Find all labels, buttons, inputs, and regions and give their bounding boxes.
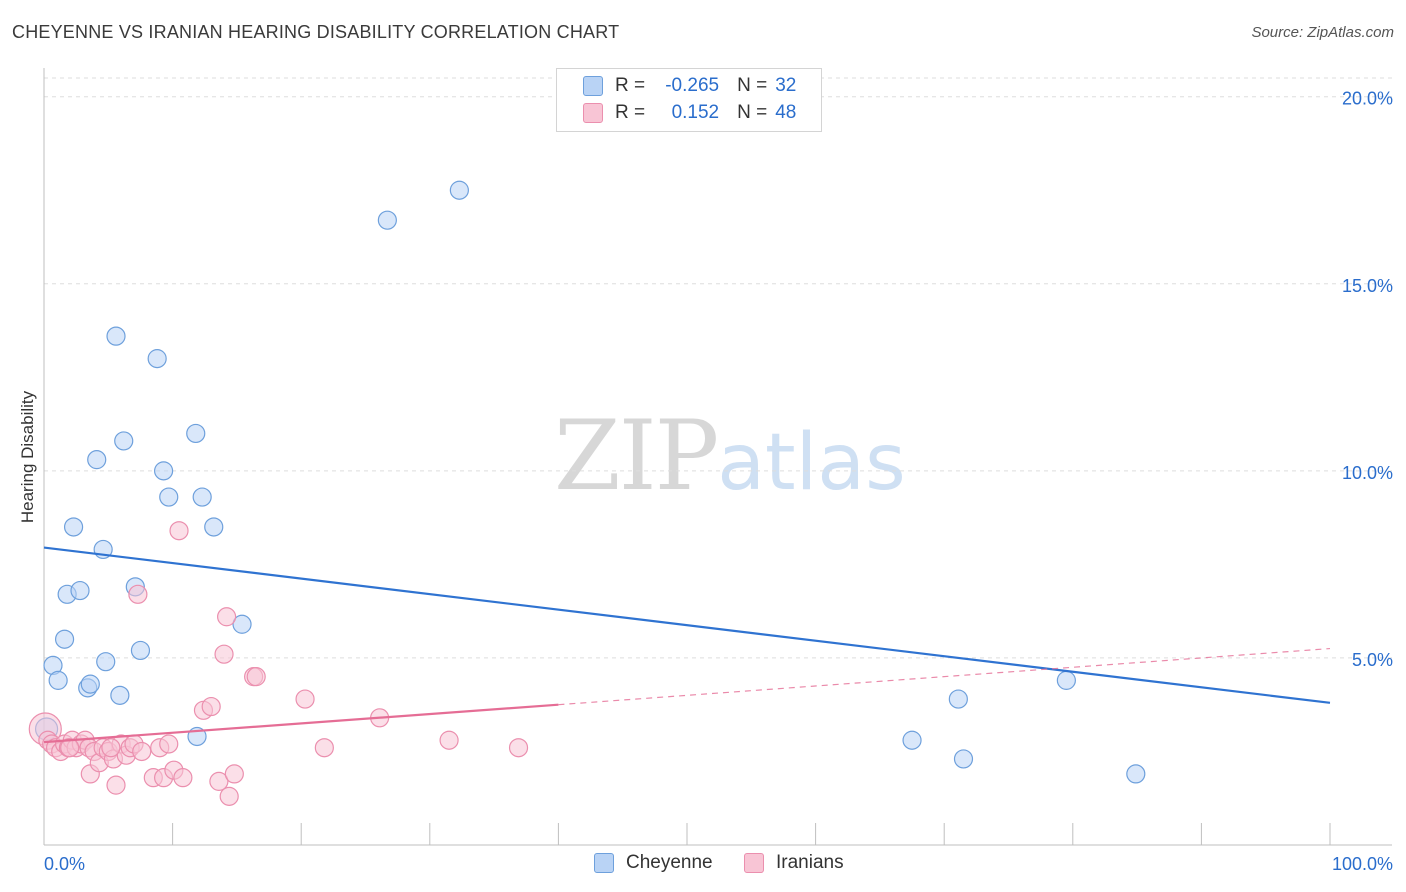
legend-item-cheyenne[interactable]: Cheyenne (594, 852, 713, 874)
n-value: 32 (775, 75, 797, 96)
cheyenne-point (204, 517, 224, 537)
cheyenne-point (54, 629, 75, 649)
watermark: ZIPatlas (554, 400, 906, 512)
cheyenne-point (63, 517, 84, 537)
cheyenne-point (192, 487, 212, 507)
iranian-point (201, 696, 221, 717)
x-tick-label: 0.0% (44, 854, 85, 874)
cheyenne-point (1126, 764, 1146, 784)
stats-legend: R = -0.265 N = 32 R = 0.152 N = 48 (556, 68, 822, 132)
cheyenne-point (153, 461, 174, 481)
cheyenne-point (87, 450, 107, 470)
cheyenne-point (130, 640, 151, 661)
r-value: -0.265 (665, 75, 720, 96)
cheyenne-point (449, 180, 469, 200)
cheyenne-point (110, 685, 130, 705)
iranian-point (132, 741, 152, 762)
legend-row-cheyenne: R = -0.265 N = 32 (583, 74, 796, 98)
y-axis-label: Hearing Disability (18, 390, 37, 524)
y-tick-label: 15.0% (1342, 276, 1393, 296)
iranian-point (439, 730, 459, 750)
iranian-point (173, 768, 193, 788)
y-tick-label: 5.0% (1352, 650, 1393, 670)
r-value: 0.152 (671, 102, 720, 123)
watermark-zip: ZIP (554, 400, 719, 512)
cheyenne-point (902, 730, 922, 750)
iranian-point (224, 764, 244, 784)
iranian-point (209, 771, 229, 791)
iranians-swatch (744, 853, 764, 873)
iranians-swatch (583, 103, 603, 123)
cheyenne-point (232, 614, 252, 634)
cheyenne-point (159, 487, 179, 507)
iranian-point (106, 775, 126, 795)
watermark-atlas: atlas (717, 418, 906, 508)
cheyenne-point (377, 210, 397, 230)
r-label: R = (615, 102, 646, 123)
source-credit: Source: ZipAtlas.com (1251, 24, 1394, 41)
n-label: N = (737, 75, 768, 96)
cheyenne-trend-line (43, 546, 1331, 704)
n-value: 48 (775, 102, 797, 123)
cheyenne-point (114, 431, 134, 451)
series-legend: Cheyenne Iranians (0, 852, 1406, 878)
cheyenne-swatch (594, 853, 614, 873)
n-label: N = (737, 102, 768, 123)
legend-row-iranians: R = 0.152 N = 48 (583, 101, 796, 125)
r-label: R = (615, 75, 646, 96)
legend-label-cheyenne: Cheyenne (626, 852, 713, 873)
cheyenne-point (147, 349, 167, 369)
legend-label-iranians: Iranians (776, 852, 844, 873)
y-tick-label: 10.0% (1342, 463, 1393, 483)
iranian-point (295, 689, 315, 709)
legend-item-iranians[interactable]: Iranians (744, 852, 844, 874)
cheyenne-point (96, 652, 116, 672)
iranian-point (60, 738, 80, 758)
cheyenne-point (70, 580, 90, 601)
iranian-point (217, 607, 237, 627)
iranian-point (128, 584, 148, 604)
iranian-point (219, 786, 239, 806)
cheyenne-point (80, 674, 100, 694)
chart-title: CHEYENNE VS IRANIAN HEARING DISABILITY C… (12, 22, 620, 42)
cheyenne-point (48, 670, 68, 690)
cheyenne-point (1056, 670, 1076, 690)
iranian-point (169, 521, 189, 541)
iranian-point (159, 734, 179, 754)
cheyenne-point (106, 326, 126, 346)
cheyenne-point (953, 749, 974, 769)
iranian-point (214, 644, 234, 664)
x-tick-label: 100.0% (1332, 854, 1393, 874)
cheyenne-point (948, 689, 968, 709)
iranian-point (314, 738, 334, 758)
iranian-point (101, 738, 121, 758)
iranian-point (246, 667, 266, 687)
cheyenne-swatch (583, 76, 603, 96)
y-tick-label: 20.0% (1342, 89, 1393, 109)
cheyenne-point (186, 423, 206, 444)
iranian-trend-line (43, 703, 559, 744)
iranian-trend-line-dashed (558, 647, 1331, 706)
iranian-point (508, 738, 529, 758)
